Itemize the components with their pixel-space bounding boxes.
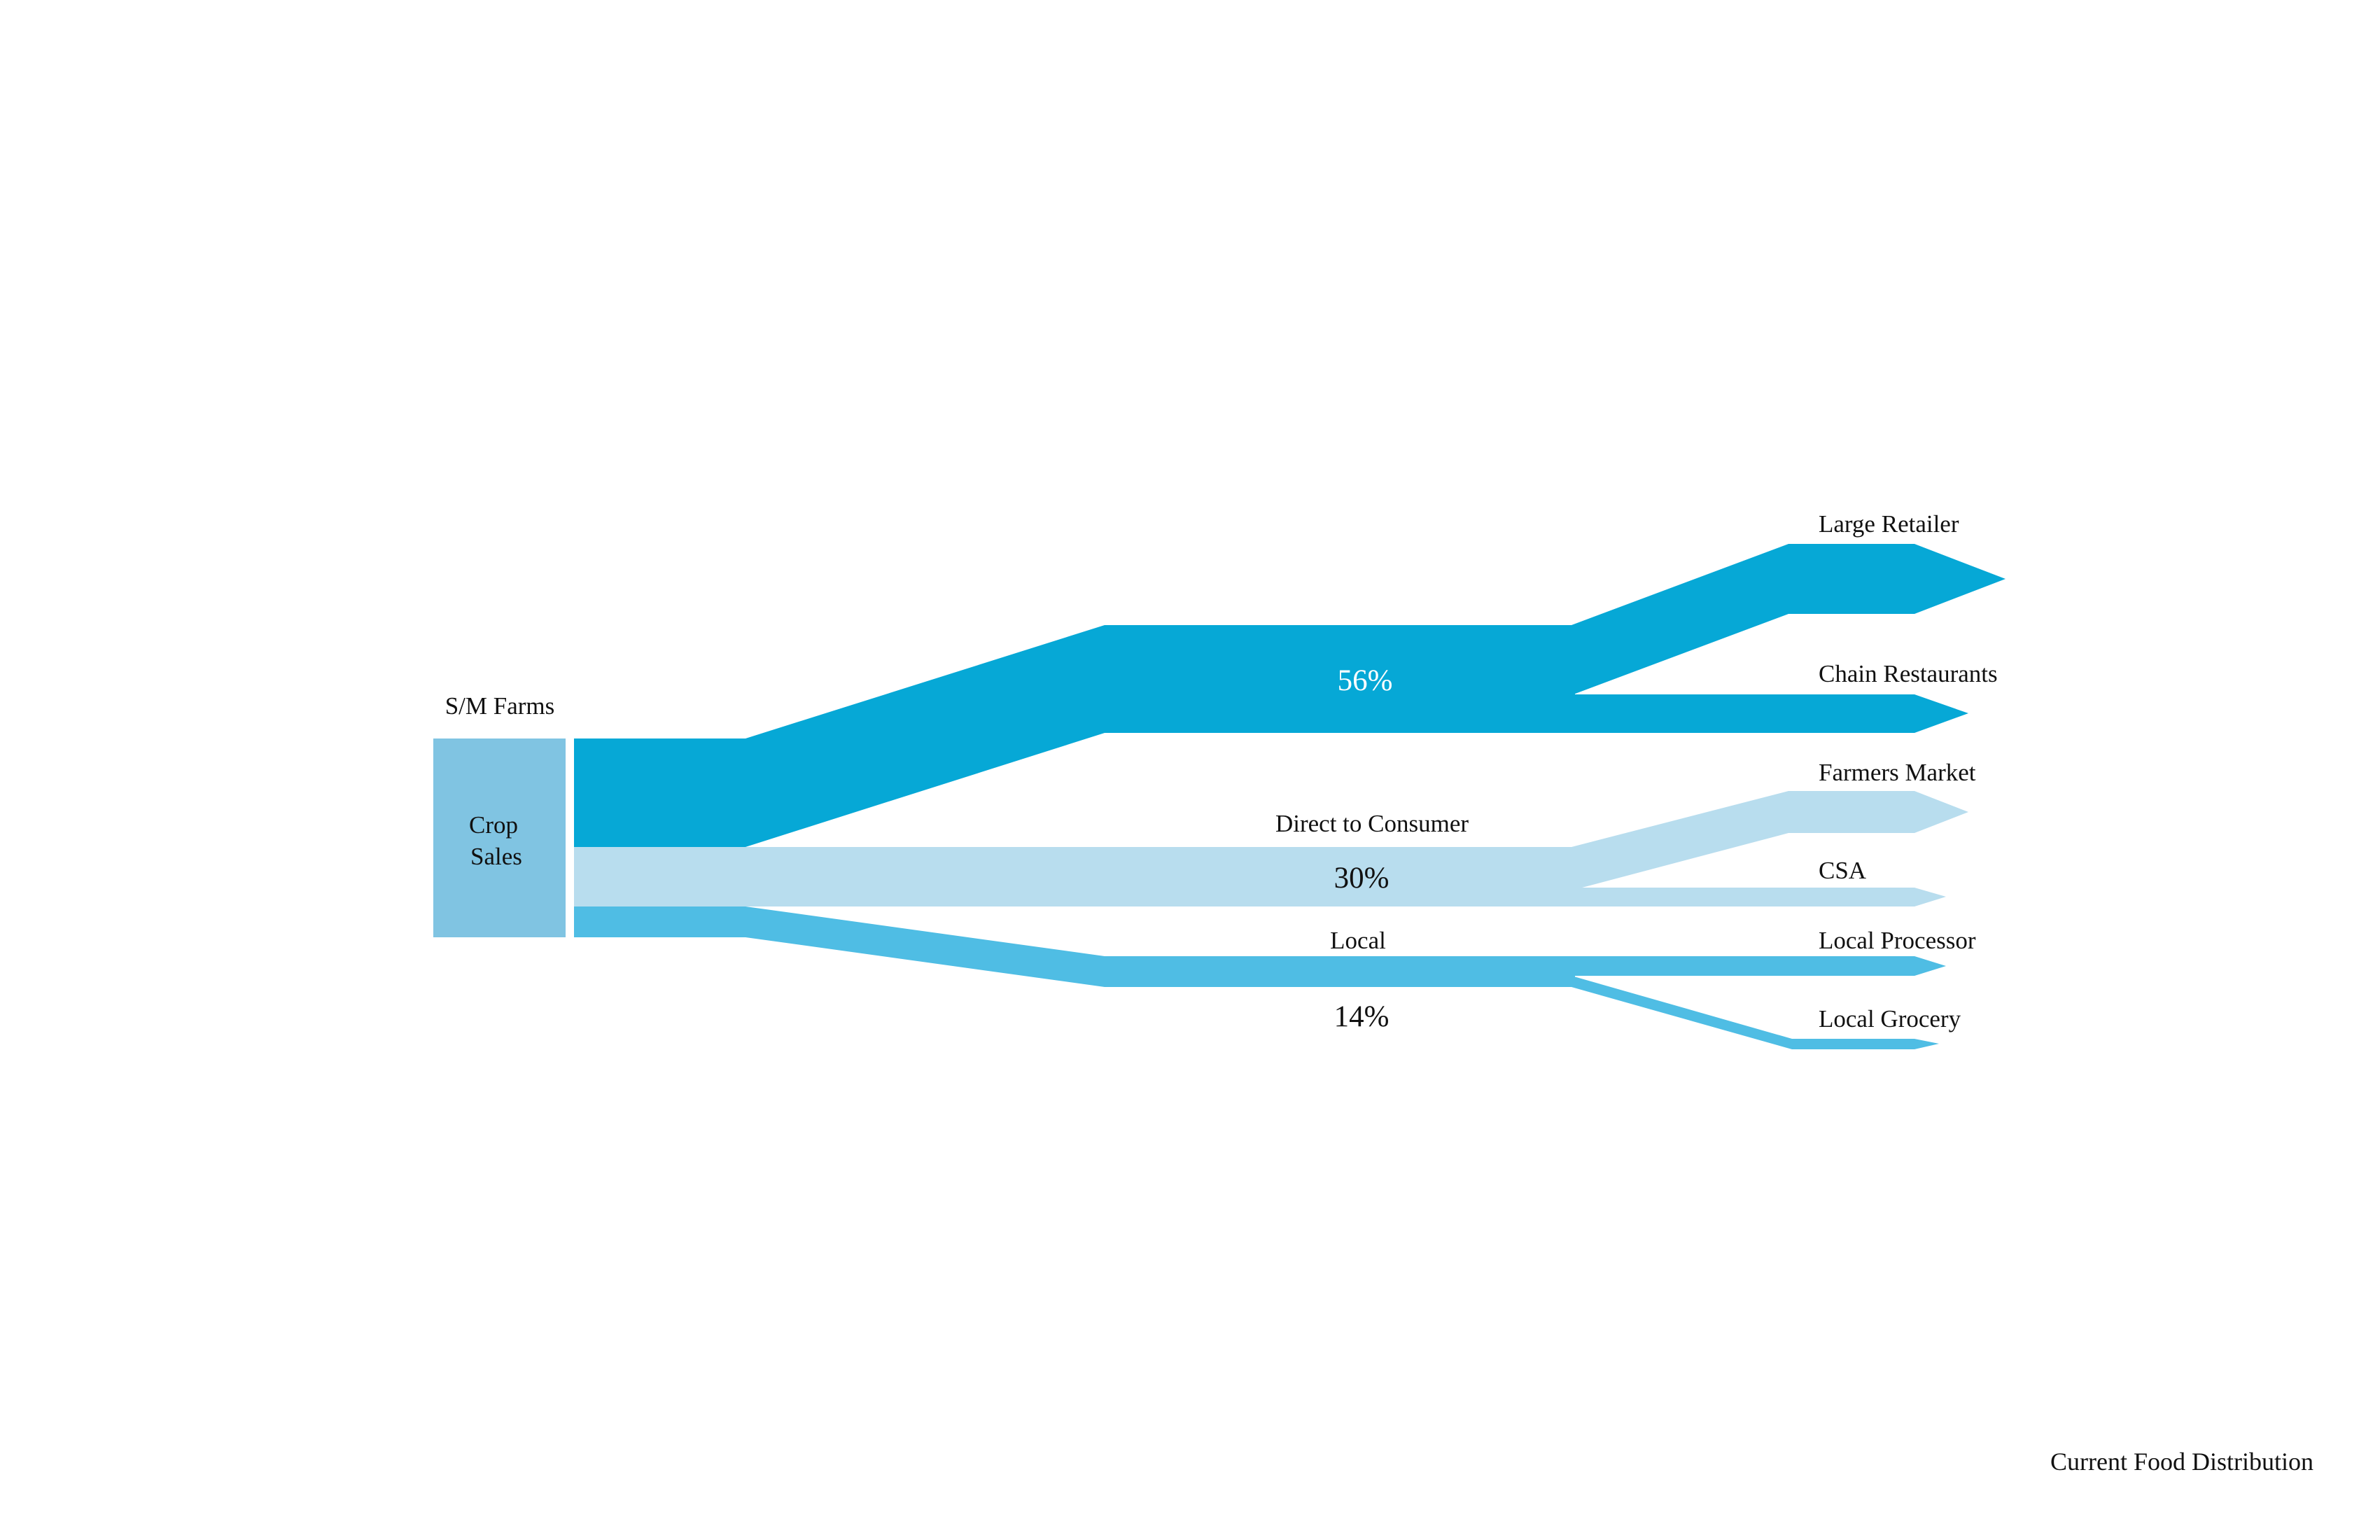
flow-direct-to-consumer-percent: 30% [1334,862,1390,895]
flow-direct-to-consumer-label: Direct to Consumer [1275,810,1469,837]
source-group-label: S/M Farms [445,692,555,720]
dest-label-large-retailer: Large Retailer [1819,510,1959,538]
flow-branch-local-processor [1572,956,1946,976]
dest-label-local-processor: Local Processor [1819,927,1976,954]
source-node-label-line1: Crop [469,811,518,839]
flow-local [574,906,1946,1049]
flow-branch-local-grocery [1572,976,1939,1049]
flow-local-percent: 14% [1334,1000,1390,1033]
source-node-label-line2: Sales [470,843,522,870]
flow-direct-to-consumer-trunk [574,847,1575,906]
flow-branch-large-retailer [1572,544,2005,695]
flow-local-trunk [574,906,1575,987]
flow-direct-to-consumer [574,791,1968,906]
flow-large-scale [574,544,2005,847]
source-node [433,738,566,937]
flow-branch-chain-restaurants [1572,694,1968,733]
diagram-caption: Current Food Distribution [2050,1448,2314,1476]
dest-label-csa: CSA [1819,857,1867,884]
flow-branch-csa [1572,888,1946,906]
flow-large-scale-percent: 56% [1338,664,1393,697]
dest-label-farmers-market: Farmers Market [1819,759,1976,786]
flow-local-label: Local [1330,927,1386,954]
dest-label-chain-restaurants: Chain Restaurants [1819,660,1998,687]
flow-large-scale-trunk [574,625,1575,847]
flow-branch-farmers-market [1572,791,1968,890]
dest-label-local-grocery: Local Grocery [1819,1005,1961,1032]
